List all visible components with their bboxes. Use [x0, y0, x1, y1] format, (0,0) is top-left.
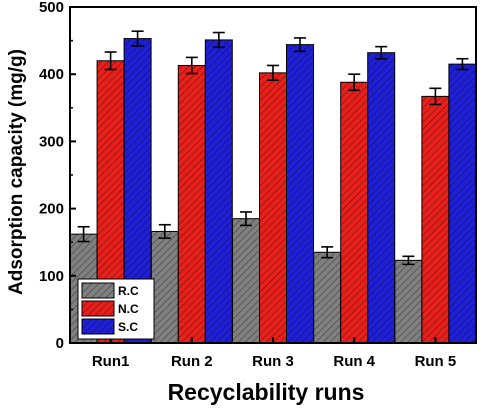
x-tick-label: Run 3	[252, 353, 294, 370]
bar-nc-4	[340, 81, 369, 344]
error-bar	[456, 57, 469, 71]
bar-rc-4	[313, 251, 342, 344]
axes-layer: 0 100 200 300 400 500 Run1 Run 2 Run 3 Run 4 Run 5	[39, 0, 477, 370]
y-tick-label: 100	[39, 268, 64, 285]
bar-rc-2	[150, 230, 179, 344]
error-bar	[212, 31, 225, 49]
error-bar	[321, 246, 334, 259]
error-bar	[348, 73, 361, 92]
error-bar	[402, 255, 415, 266]
bar-sc-5	[448, 63, 477, 344]
bar-nc-2	[177, 64, 206, 344]
legend-label: N.C	[118, 302, 139, 316]
legend-label: S.C	[118, 320, 138, 334]
error-bar	[240, 211, 252, 227]
x-axis-title: Recyclability runs	[168, 379, 365, 405]
legend-swatch	[81, 318, 115, 335]
bar-nc-5	[421, 95, 450, 344]
x-tick-label: Run 4	[333, 353, 375, 370]
bar-rc-5	[394, 259, 423, 344]
legend-label: R.C	[118, 284, 139, 298]
y-tick-label: 400	[39, 66, 64, 83]
bar-sc-4	[367, 52, 396, 344]
error-bar	[158, 223, 171, 239]
y-tick-label: 500	[39, 0, 64, 16]
y-tick-label: 0	[56, 335, 64, 352]
error-bar	[429, 87, 442, 106]
error-bar	[375, 45, 388, 60]
y-axis-title: Adsorption capacity (mg/g)	[6, 49, 27, 295]
y-tick-label: 200	[39, 201, 64, 218]
bar-nc-3	[259, 72, 287, 344]
legend-swatch	[81, 282, 115, 299]
error-bar	[294, 37, 306, 53]
bar-rc-3	[232, 218, 260, 344]
legend-swatch	[81, 300, 115, 317]
error-bar	[185, 56, 198, 75]
error-bar	[267, 64, 279, 82]
y-tick-label: 300	[39, 133, 64, 150]
error-bar	[77, 225, 90, 243]
x-tick-label: Run 2	[171, 353, 213, 370]
x-tick-label: Run 5	[415, 353, 457, 370]
error-bar	[104, 51, 117, 71]
x-tick-label: Run1	[92, 353, 130, 370]
bar-sc-2	[204, 39, 233, 344]
legend: R.C N.C S.C	[77, 278, 155, 340]
bar-sc-3	[286, 44, 314, 344]
error-bar	[131, 30, 144, 47]
